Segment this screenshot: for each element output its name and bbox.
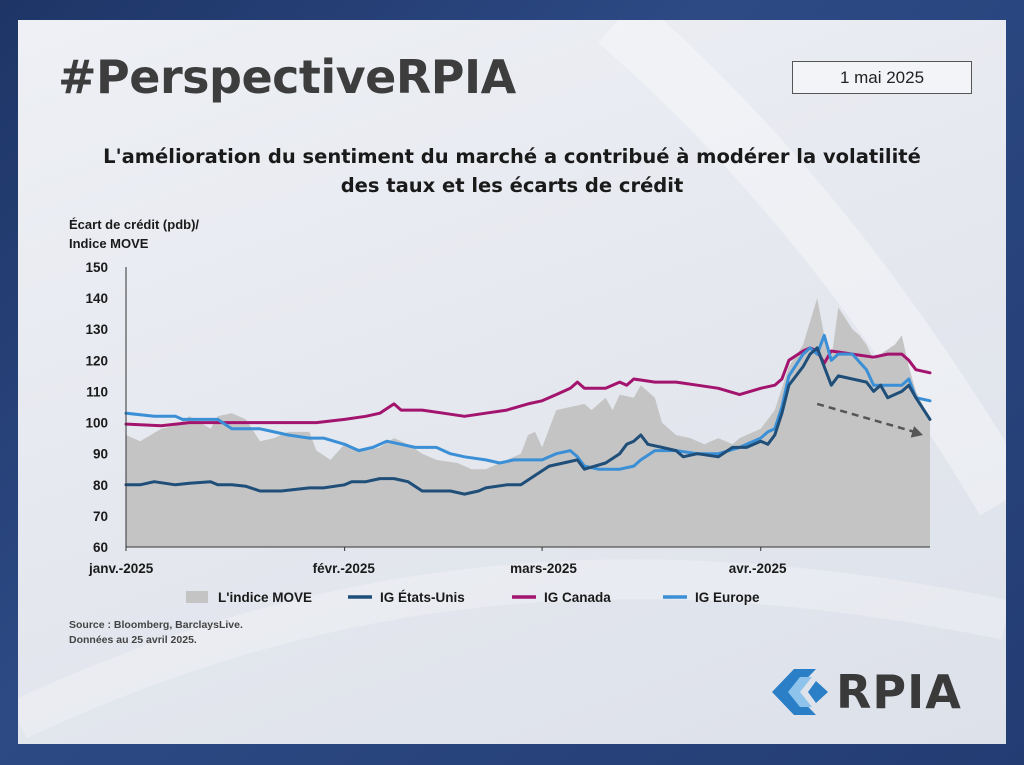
y-axis-label: Écart de crédit (pdb)/ Indice MOVE bbox=[69, 215, 199, 253]
y-axis-label-line-1: Écart de crédit (pdb)/ bbox=[69, 217, 200, 232]
x-tick-label: janv.-2025 bbox=[88, 561, 154, 576]
y-tick-label: 60 bbox=[93, 540, 108, 555]
rpia-logo: RPIA bbox=[772, 665, 962, 719]
chart-svg: 60 70 80 90 100 110 120 130 140 150 janv.-2025 févr… bbox=[85, 260, 932, 605]
date-label: 1 mai 2025 bbox=[839, 67, 925, 87]
legend-label: IG Canada bbox=[544, 590, 611, 605]
hashtag-title: #PerspectiveRPIA bbox=[58, 50, 516, 104]
y-tick-label: 120 bbox=[85, 353, 108, 368]
chart-title-line-1: L'amélioration du sentiment du marché a … bbox=[103, 145, 921, 168]
y-tick-label: 70 bbox=[93, 509, 108, 524]
y-tick-label: 140 bbox=[85, 291, 108, 306]
y-tick-label: 100 bbox=[85, 416, 108, 431]
x-tick-label: févr.-2025 bbox=[313, 561, 376, 576]
logo-text: RPIA bbox=[836, 665, 962, 719]
data-date-line: Données au 25 avril 2025. bbox=[69, 634, 197, 646]
slide-card: #PerspectiveRPIA 1 mai 2025 L'améliorati… bbox=[18, 20, 1006, 744]
source-line: Source : Bloomberg, BarclaysLive. bbox=[69, 619, 243, 631]
source-note: Source : Bloomberg, BarclaysLive. Donnée… bbox=[69, 618, 243, 648]
legend-label: L'indice MOVE bbox=[218, 590, 312, 605]
move-index-area bbox=[126, 298, 930, 547]
trend-arrow-line bbox=[816, 402, 916, 434]
chart-title: L'amélioration du sentiment du marché a … bbox=[18, 142, 1006, 200]
ig-us-line bbox=[124, 346, 932, 496]
y-tick-label: 130 bbox=[85, 322, 108, 337]
legend-swatch-move bbox=[186, 591, 208, 603]
ig-europe-line bbox=[124, 333, 932, 471]
y-tick-label: 150 bbox=[85, 260, 108, 275]
legend-label: IG Europe bbox=[695, 590, 760, 605]
y-tick-label: 80 bbox=[93, 478, 108, 493]
y-axis-label-line-2: Indice MOVE bbox=[69, 236, 149, 251]
y-tick-label: 90 bbox=[93, 447, 108, 462]
x-tick-label: avr.-2025 bbox=[729, 561, 787, 576]
date-box: 1 mai 2025 bbox=[792, 61, 972, 94]
chart-title-line-2: des taux et les écarts de crédit bbox=[340, 174, 684, 197]
ig-canada-line bbox=[124, 346, 932, 428]
trend-arrow-head bbox=[910, 426, 923, 438]
y-tick-label: 110 bbox=[86, 384, 108, 399]
rpia-chevron-logo-icon bbox=[772, 669, 828, 715]
x-tick-label: mars-2025 bbox=[510, 561, 577, 576]
legend-label: IG États-Unis bbox=[380, 590, 465, 605]
